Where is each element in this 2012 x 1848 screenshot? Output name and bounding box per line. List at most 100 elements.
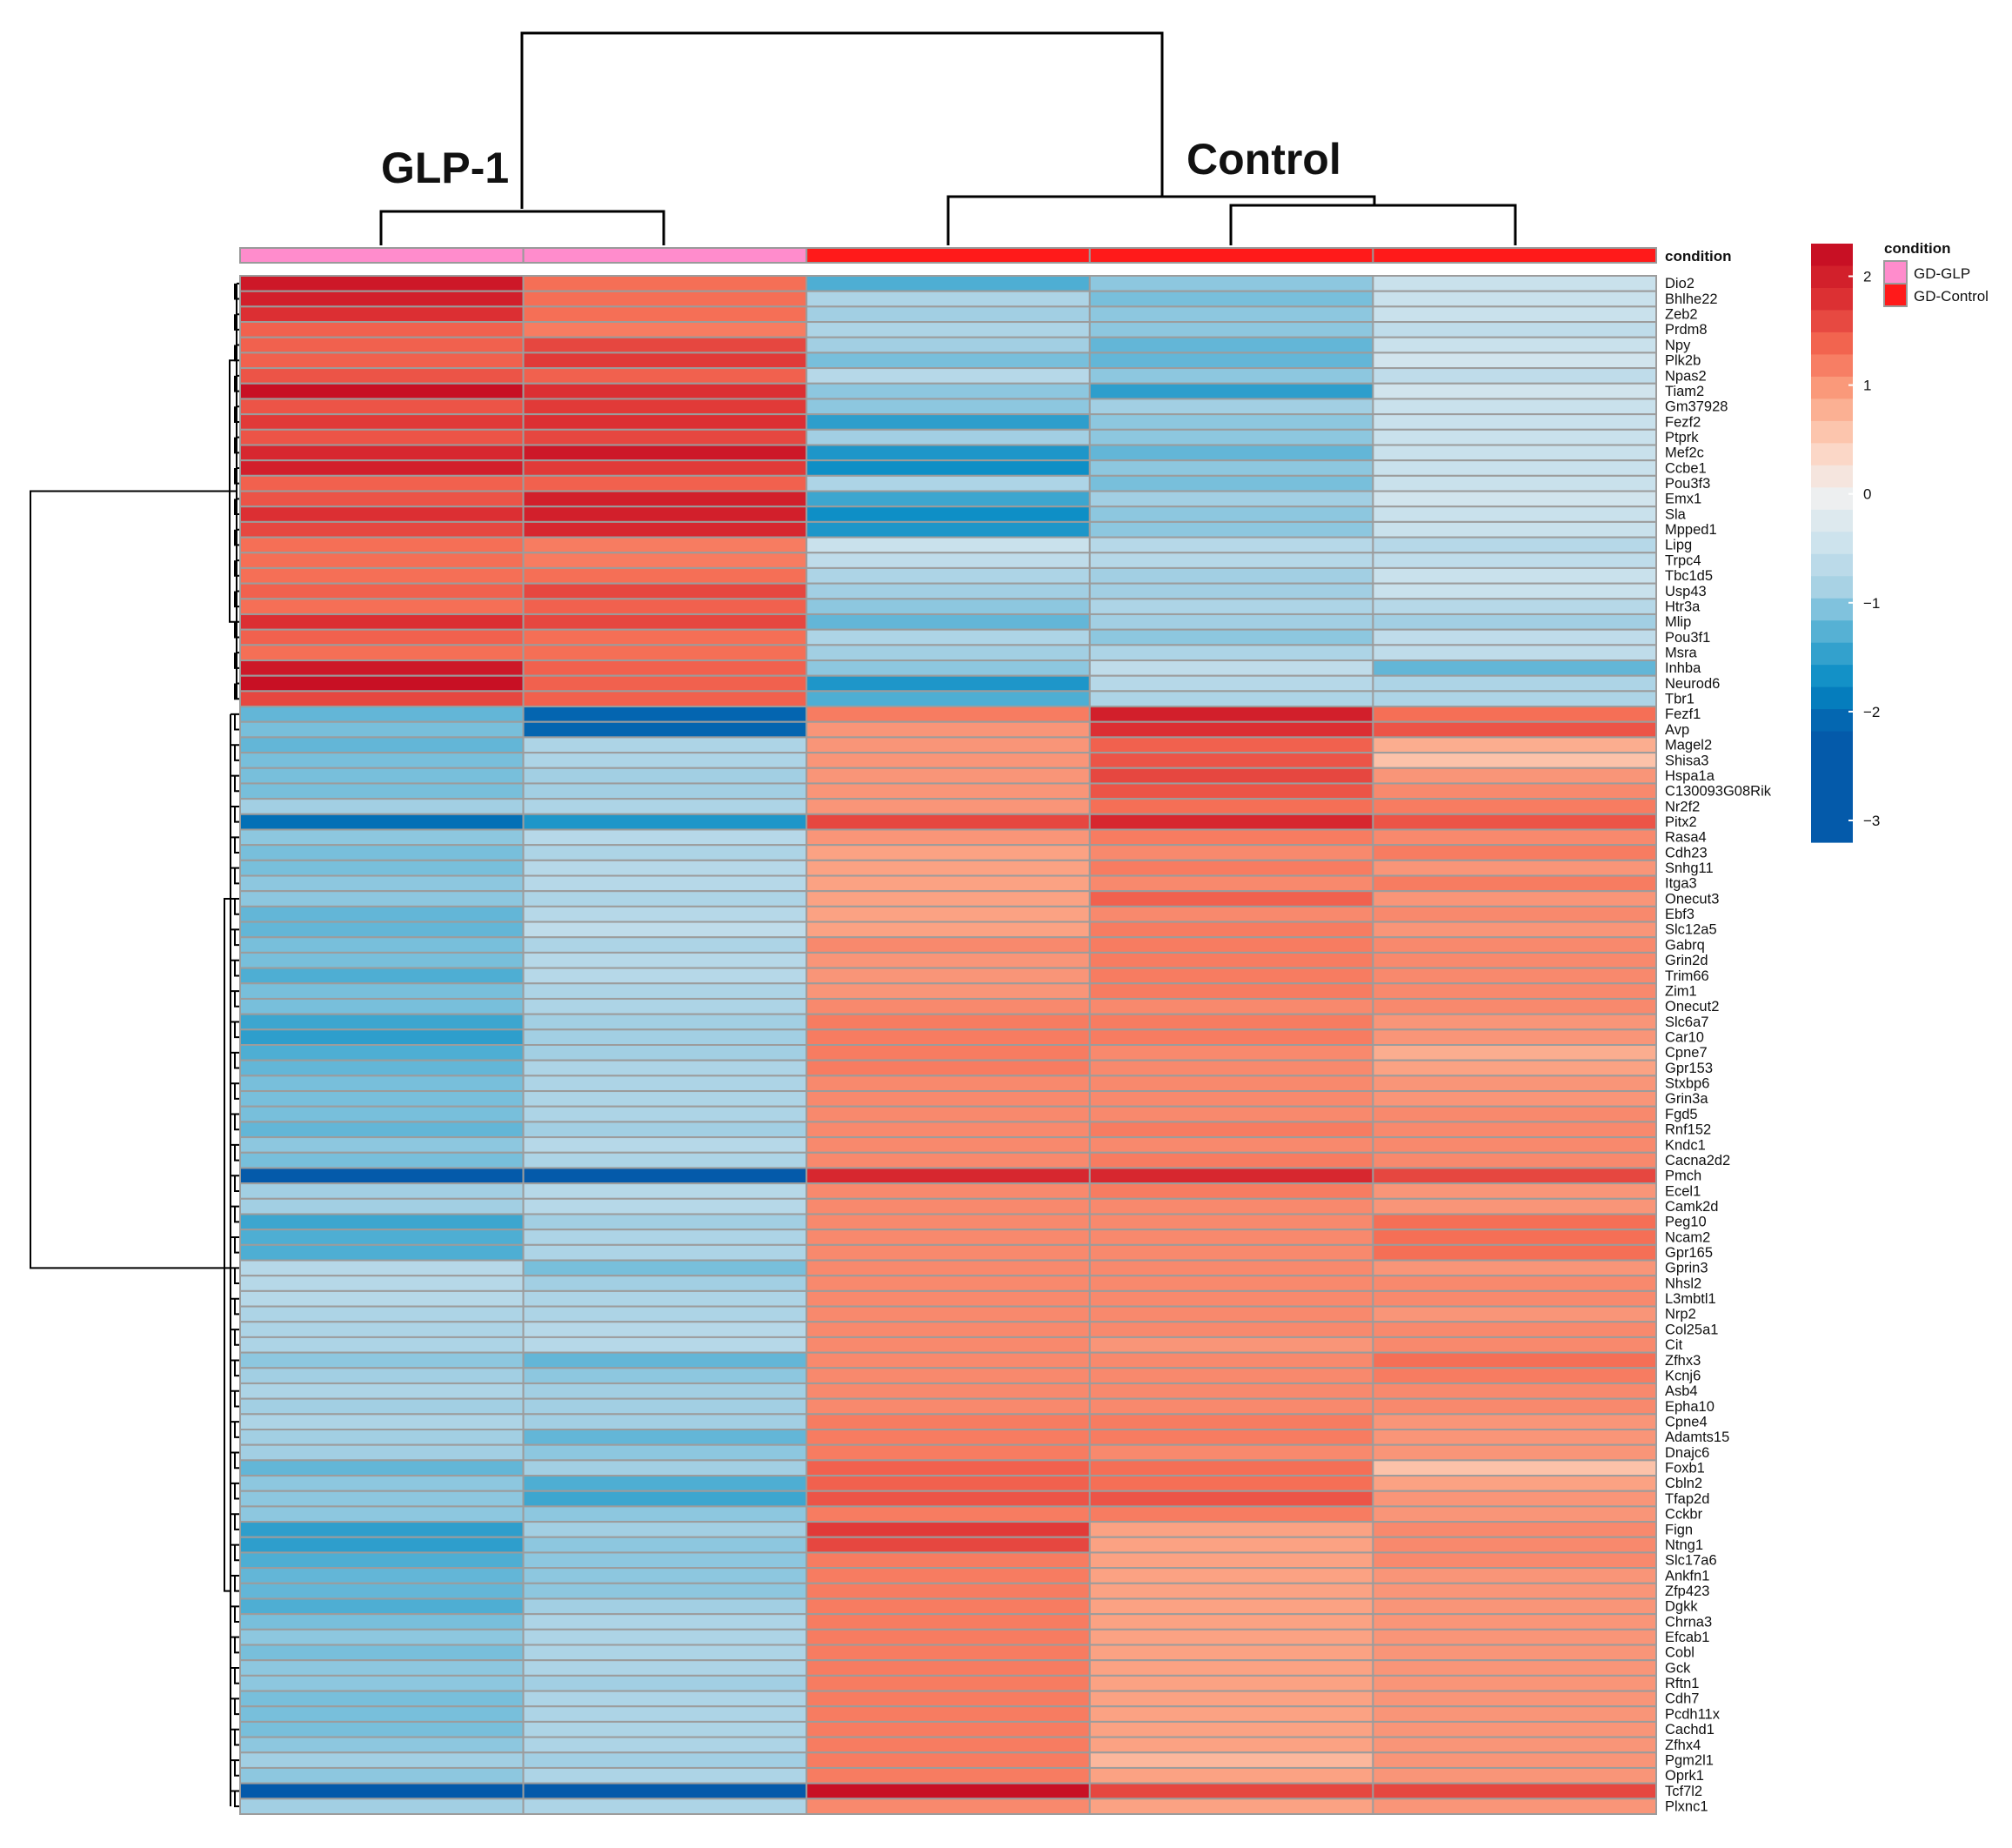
color-scale-step — [1811, 443, 1853, 466]
heatmap-cell — [1088, 1567, 1374, 1584]
gene-label: Pou3f3 — [1665, 476, 1710, 492]
gene-label: Cbln2 — [1665, 1476, 1702, 1491]
heatmap-cell — [805, 1105, 1091, 1123]
heatmap-cell — [239, 1182, 525, 1200]
heatmap-cell — [239, 1413, 525, 1430]
heatmap-cell — [239, 874, 525, 893]
color-scale-step — [1811, 310, 1853, 333]
row-dendrogram-leaf — [231, 1482, 240, 1500]
condition-cell — [805, 247, 1091, 264]
heatmap-cell — [1372, 1059, 1658, 1077]
heatmap-cell — [1372, 552, 1658, 569]
gene-label: Bhlhe22 — [1665, 291, 1718, 307]
heatmap-cell — [1088, 813, 1374, 831]
heatmap-cell — [1372, 566, 1658, 585]
heatmap-cell — [239, 828, 525, 847]
row-dendrogram-leaf — [231, 1082, 240, 1100]
heatmap-cell — [239, 352, 525, 370]
heatmap-cell — [1372, 1197, 1658, 1215]
heatmap-cell — [522, 1766, 808, 1784]
heatmap-cell — [1372, 1044, 1658, 1061]
heatmap-cell — [522, 1659, 808, 1677]
heatmap-cell — [805, 1059, 1091, 1077]
gene-label: Fign — [1665, 1522, 1693, 1537]
color-scale-step — [1811, 287, 1853, 311]
heatmap-cell — [522, 1751, 808, 1769]
heatmap-cell — [1372, 1397, 1658, 1416]
column-dendrogram-glp-branch — [379, 210, 665, 245]
heatmap-cell — [1372, 628, 1658, 646]
heatmap-cell — [522, 1059, 808, 1077]
gene-label: Zeb2 — [1665, 307, 1698, 323]
heatmap-cell — [239, 490, 525, 508]
heatmap-cell — [1088, 951, 1374, 969]
heatmap-cell — [239, 1782, 525, 1800]
gene-label: Cckbr — [1665, 1507, 1703, 1523]
heatmap-cell — [805, 1613, 1091, 1630]
condition-annotation-strip — [239, 247, 1658, 264]
heatmap-cell — [805, 367, 1091, 385]
heatmap-cell — [1088, 1243, 1374, 1262]
row-dendrogram-leaf — [231, 1051, 240, 1069]
heatmap-cell — [522, 1443, 808, 1462]
heatmap-cell — [239, 474, 525, 492]
gene-label: Snhg11 — [1665, 860, 1714, 876]
heatmap-cell — [522, 1090, 808, 1108]
column-dendrogram-control-branch — [946, 195, 1376, 245]
heatmap-cell — [805, 1644, 1091, 1662]
gene-label: L3mbtl1 — [1665, 1291, 1716, 1307]
gene-label: Prdm8 — [1665, 322, 1708, 338]
heatmap-cell — [805, 1289, 1091, 1308]
gene-label: Plk2b — [1665, 353, 1701, 369]
heatmap-cell — [239, 1090, 525, 1108]
gene-label: Pmch — [1665, 1168, 1701, 1184]
heatmap-cell — [1372, 382, 1658, 400]
gene-label: Gprin3 — [1665, 1261, 1708, 1276]
heatmap-cell — [805, 1659, 1091, 1677]
heatmap-cell — [522, 767, 808, 785]
heatmap-cell — [805, 1336, 1091, 1354]
gene-label: Efcab1 — [1665, 1630, 1709, 1645]
heatmap-cell — [1088, 305, 1374, 324]
heatmap-cell — [1088, 1674, 1374, 1692]
heatmap-cell — [805, 290, 1091, 308]
heatmap-cell — [522, 1397, 808, 1416]
heatmap-cell — [1088, 1182, 1374, 1200]
heatmap-cell — [805, 628, 1091, 646]
heatmap-cell — [239, 1536, 525, 1554]
heatmap-cell — [239, 1336, 525, 1354]
color-scale-step — [1811, 553, 1853, 577]
heatmap-cell — [522, 752, 808, 769]
heatmap-cell — [1372, 1736, 1658, 1754]
heatmap-cell — [1372, 1443, 1658, 1462]
heatmap-cell — [1372, 1567, 1658, 1584]
heatmap-cell — [1372, 752, 1658, 769]
gene-label: Cpne7 — [1665, 1045, 1708, 1061]
heatmap-cell — [805, 706, 1091, 723]
heatmap-cell — [1372, 290, 1658, 308]
color-scale-step — [1811, 532, 1853, 555]
heatmap-cell — [805, 1582, 1091, 1600]
heatmap-cell — [1088, 1213, 1374, 1231]
heatmap-cell — [1372, 936, 1658, 954]
gene-label: Fezf2 — [1665, 414, 1701, 430]
heatmap-cell — [1372, 1521, 1658, 1538]
heatmap-cell — [1372, 1182, 1658, 1200]
heatmap-cell — [239, 674, 525, 693]
heatmap-cell — [1088, 321, 1374, 338]
heatmap-cell — [805, 552, 1091, 569]
color-scale-step — [1811, 420, 1853, 444]
heatmap-cell — [239, 1229, 525, 1246]
heatmap-cell — [522, 1136, 808, 1154]
heatmap-cell — [1372, 1136, 1658, 1154]
gene-label: Slc12a5 — [1665, 922, 1717, 938]
row-dendrogram-leaf — [231, 1421, 240, 1438]
gene-label: Ankfn1 — [1665, 1568, 1709, 1584]
heatmap-cell — [239, 1305, 525, 1323]
row-dendrogram-leaf — [231, 1205, 240, 1223]
heatmap-cell — [805, 1475, 1091, 1492]
heatmap-cell — [1088, 1751, 1374, 1769]
heatmap-cell — [805, 1567, 1091, 1584]
heatmap-cell — [1088, 1613, 1374, 1630]
row-dendrogram-leaf — [231, 1728, 240, 1746]
